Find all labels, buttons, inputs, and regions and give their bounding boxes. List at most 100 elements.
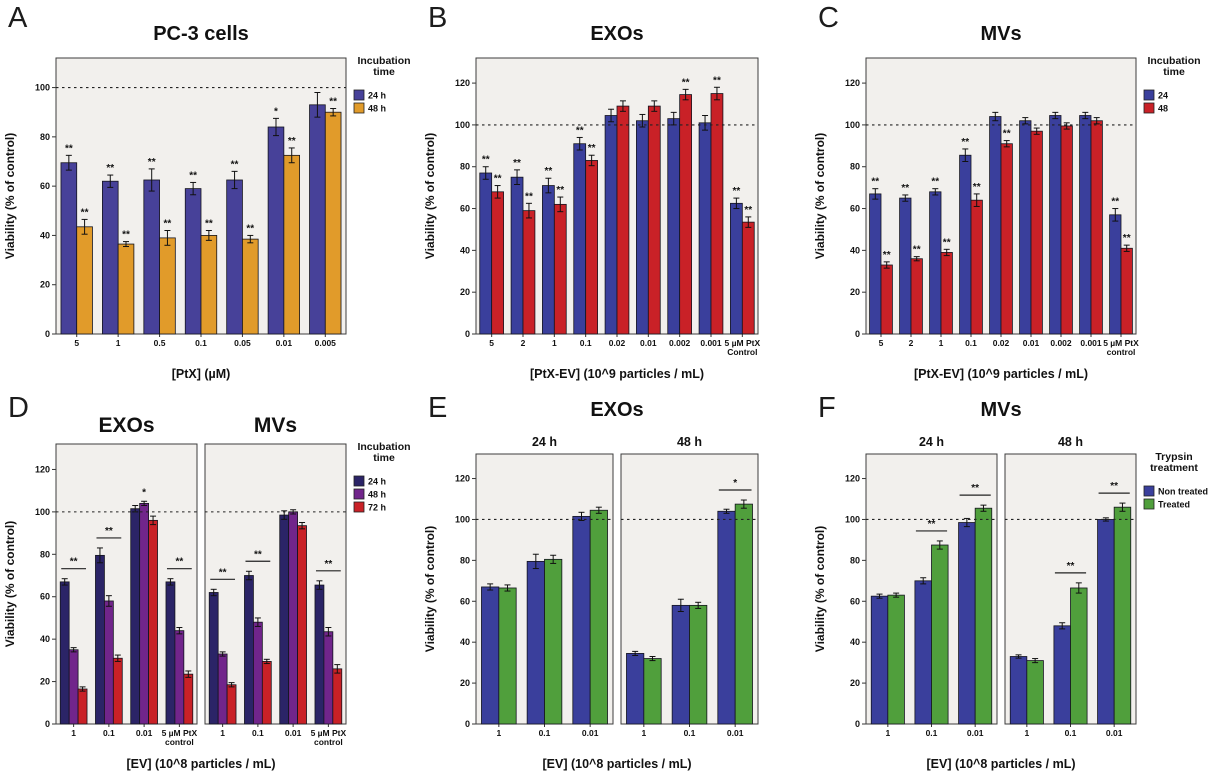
y-tick-label: 60 <box>850 204 860 214</box>
bar <box>244 575 254 725</box>
y-tick-label: 20 <box>460 678 470 688</box>
significance-stars: ** <box>106 163 114 174</box>
significance-stars: ** <box>122 230 130 241</box>
significance-stars: ** <box>1123 233 1131 244</box>
x-tick-label: 5 µM PtX <box>725 338 761 348</box>
x-tick-label: 0.5 <box>154 338 166 348</box>
y-tick-label: 60 <box>40 592 50 602</box>
bar <box>1019 120 1032 335</box>
bar <box>288 511 298 725</box>
facet-label: 48 h <box>677 435 702 449</box>
bar <box>974 507 993 725</box>
legend-title: Incubation <box>1147 55 1200 67</box>
bar <box>130 508 141 725</box>
x-tick-label: 0.01 <box>727 728 744 738</box>
significance-stars: ** <box>588 143 596 154</box>
bar <box>253 621 263 725</box>
bar <box>1079 115 1092 335</box>
legend-label: Treated <box>1158 500 1190 510</box>
bar <box>1000 143 1013 335</box>
legend-title: treatment <box>1150 462 1198 474</box>
y-tick-label: 100 <box>455 120 470 130</box>
significance-stars: ** <box>513 158 521 169</box>
significance-stars: ** <box>576 125 584 136</box>
y-tick-label: 40 <box>850 245 860 255</box>
x-tick-label: 0.01 <box>582 728 599 738</box>
x-tick-label: 0.01 <box>136 728 153 738</box>
y-tick-label: 40 <box>460 245 470 255</box>
legend-title: time <box>1163 66 1185 78</box>
bar <box>1113 506 1132 725</box>
bar <box>102 180 119 335</box>
chart-mvs-dose: MVs 0 20 40 60 80 100 120 Viability (% of contro… <box>813 23 1201 381</box>
bar <box>1049 115 1062 335</box>
significance-stars: ** <box>1067 561 1075 572</box>
bar <box>104 600 114 725</box>
x-tick-label: 1 <box>939 338 944 348</box>
x-tick-label: 1 <box>1024 728 1029 738</box>
legend-swatch <box>353 102 365 114</box>
y-tick-label: 100 <box>845 514 860 524</box>
y-tick-label: 100 <box>845 120 860 130</box>
bar <box>1026 660 1044 725</box>
bar <box>542 185 555 335</box>
bar <box>553 203 567 335</box>
bar <box>958 522 976 725</box>
y-tick-label: 80 <box>460 162 470 172</box>
x-tick-label: Control <box>727 347 757 357</box>
bar <box>1109 214 1122 335</box>
significance-stars: ** <box>901 183 909 194</box>
x-tick-label: 1 <box>220 728 225 738</box>
y-tick-label: 80 <box>40 132 50 142</box>
bar <box>117 243 135 335</box>
x-tick-label: 0.02 <box>609 338 626 348</box>
y-axis-title: Viability (% of control) <box>813 526 827 652</box>
x-tick-label: 5 µM PtX <box>311 728 347 738</box>
significance-stars: * <box>142 487 146 498</box>
legend-title: time <box>373 66 395 78</box>
legend-swatch <box>353 488 365 500</box>
x-tick-label: 5 µM PtX <box>1103 338 1139 348</box>
significance-stars: ** <box>744 205 752 216</box>
x-tick-label: 0.01 <box>1023 338 1040 348</box>
significance-stars: ** <box>189 170 197 181</box>
bar <box>989 116 1002 335</box>
x-tick-label: 5 <box>489 338 494 348</box>
y-tick-label: 80 <box>40 549 50 559</box>
panel-c: C MVs 0 20 40 60 80 100 120 Viability (% of cont… <box>810 0 1210 390</box>
facet-label: 24 h <box>532 435 557 449</box>
bar <box>585 160 598 335</box>
bar <box>880 264 893 335</box>
bar <box>734 503 753 725</box>
bar <box>572 515 591 725</box>
chart-title: EXOs <box>590 399 643 421</box>
y-tick-label: 20 <box>40 280 50 290</box>
y-tick-label: 20 <box>40 677 50 687</box>
bar <box>481 586 500 725</box>
bar <box>1053 625 1071 725</box>
x-tick-label: 0.01 <box>1106 728 1123 738</box>
x-tick-label: 0.02 <box>993 338 1010 348</box>
bar <box>929 191 942 335</box>
bar <box>970 199 983 335</box>
bar <box>959 154 972 335</box>
x-tick-label: 0.1 <box>252 728 264 738</box>
legend-label: 24 <box>1158 91 1168 101</box>
y-tick-label: 0 <box>855 329 860 339</box>
x-tick-label: control <box>1107 347 1136 357</box>
bar <box>870 595 889 725</box>
y-tick-label: 120 <box>455 474 470 484</box>
significance-stars: ** <box>973 182 981 193</box>
panel-label: A <box>8 2 28 34</box>
x-tick-label: 0.1 <box>965 338 977 348</box>
bar <box>183 673 194 725</box>
legend-swatch <box>353 501 365 513</box>
x-axis-title: [EV] (10^8 particles / mL) <box>126 757 275 771</box>
x-tick-label: 2 <box>909 338 914 348</box>
bar <box>899 197 912 335</box>
x-tick-label: 5 <box>879 338 884 348</box>
bar <box>165 581 176 725</box>
bar <box>914 580 932 725</box>
bar <box>112 657 123 725</box>
chart-mvs-trypsin: MVs 0 20 40 60 80 100 120 Viability (% of contro… <box>813 399 1208 771</box>
